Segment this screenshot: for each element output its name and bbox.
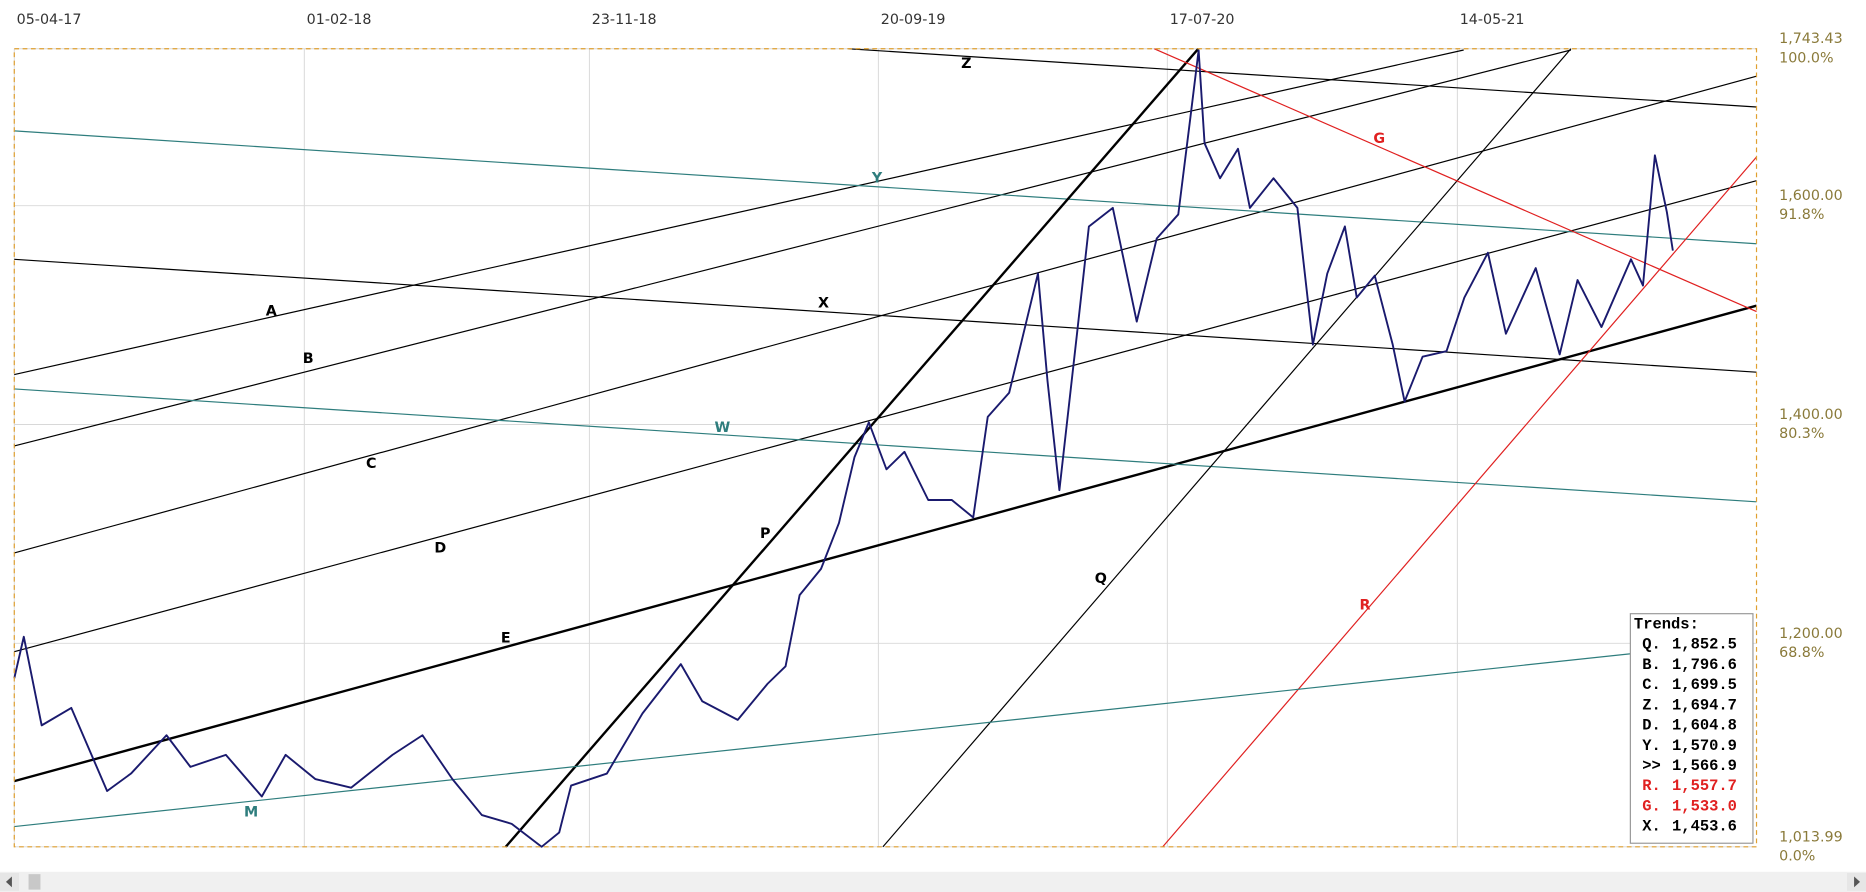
scrollbar[interactable] — [0, 871, 1866, 892]
trend-label: P — [760, 526, 770, 542]
scroll-left-arrow — [5, 876, 12, 888]
trend-name: Q. — [1642, 636, 1661, 654]
trend-name: Y. — [1642, 737, 1661, 755]
trend-value: 1,533.0 — [1672, 797, 1737, 815]
trend-name: >> — [1642, 757, 1661, 775]
trend-label: E — [501, 631, 511, 647]
y-percent-label: 100.0% — [1779, 50, 1833, 66]
trend-line — [504, 48, 1200, 848]
trend-name: B. — [1642, 656, 1661, 674]
axes: 05-04-17 01-02-18 23-11-18 20-09-19 17-07-20… — [17, 12, 1843, 864]
trend-value: 1,566.9 — [1672, 757, 1737, 775]
trend-value: 1,570.9 — [1672, 737, 1737, 755]
x-tick-label: 17-07-20 — [1170, 12, 1235, 28]
trend-line — [14, 388, 1757, 503]
trend-label: M — [244, 804, 258, 820]
trend-label: X — [818, 295, 829, 311]
trend-name: R. — [1642, 777, 1661, 795]
y-tick-label: 1,013.99 — [1779, 829, 1843, 845]
trend-value: 1,694.7 — [1672, 696, 1737, 714]
trend-line — [14, 258, 1757, 373]
x-tick-label: 01-02-18 — [307, 12, 372, 28]
trend-line — [1154, 48, 1757, 313]
plot: A B C D E W X Y Z P Q R G M — [13, 48, 1757, 848]
trend-line — [1162, 156, 1757, 848]
trend-line — [13, 304, 1757, 783]
plot-frame — [13, 48, 1758, 848]
price-line — [13, 49, 1674, 848]
trend-label: C — [366, 456, 376, 472]
trend-line — [14, 130, 1757, 245]
y-percent-label: 0.0% — [1779, 848, 1815, 864]
trend-value: 1,453.6 — [1672, 818, 1737, 836]
trend-label: B — [303, 351, 314, 367]
x-tick-label: 20-09-19 — [881, 12, 946, 28]
trend-value: 1,852.5 — [1672, 636, 1737, 654]
trend-label: R — [1359, 597, 1370, 613]
trend-label: Q — [1095, 571, 1107, 587]
y-percent-label: 91.8% — [1779, 207, 1824, 223]
trend-label: Y — [871, 170, 883, 186]
trend-line — [14, 651, 1650, 828]
trend-value: 1,796.6 — [1672, 656, 1737, 674]
trend-line — [882, 48, 1572, 848]
trend-name: X. — [1642, 818, 1661, 836]
scroll-right-arrow — [1854, 876, 1861, 888]
trend-line — [14, 75, 1757, 554]
trend-name: Z. — [1642, 696, 1661, 714]
trend-label: W — [714, 420, 730, 436]
trend-label: A — [266, 304, 277, 320]
trend-name: G. — [1642, 797, 1661, 815]
y-tick-label: 1,743.43 — [1779, 31, 1843, 47]
trend-name: C. — [1642, 676, 1661, 694]
trends-box — [1629, 613, 1754, 844]
y-percent-label: 68.8% — [1779, 645, 1824, 661]
y-tick-label: 1,600.00 — [1779, 188, 1843, 204]
trends-list: Q. 1,852.5 B. 1,796.6 C. 1,699.5 Z. 1,694.7 D. 1,… — [1642, 636, 1737, 836]
trend-value: 1,699.5 — [1672, 676, 1737, 694]
trend-label: G — [1373, 131, 1385, 147]
trend-label: Z — [961, 56, 971, 72]
y-tick-label: 1,400.00 — [1779, 407, 1843, 423]
trend-line — [848, 48, 1757, 108]
trends-title: Trends: — [1634, 615, 1699, 633]
trend-line — [14, 49, 1572, 447]
trend-value: 1,604.8 — [1672, 717, 1737, 735]
trend-line — [14, 180, 1757, 653]
x-tick-label: 05-04-17 — [17, 12, 82, 28]
trend-value: 1,557.7 — [1672, 777, 1737, 795]
trend-line — [14, 49, 1464, 376]
trend-label: D — [434, 540, 446, 556]
scroll-thumb[interactable] — [28, 874, 41, 890]
y-tick-label: 1,200.00 — [1779, 626, 1843, 642]
x-tick-label: 14-05-21 — [1460, 12, 1525, 28]
trend-name: D. — [1642, 717, 1661, 735]
x-tick-label: 23-11-18 — [592, 12, 657, 28]
y-percent-label: 80.3% — [1779, 426, 1824, 442]
